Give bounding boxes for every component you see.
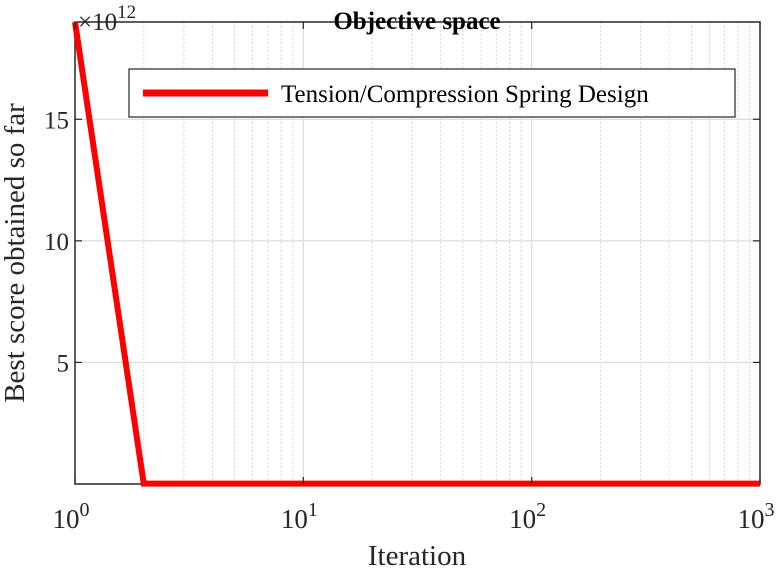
y-tick-label: 10 <box>44 229 69 256</box>
x-axis-ticks: 100 101 102 103 <box>53 22 775 534</box>
x-tick-base: 10 <box>281 504 308 534</box>
y-multiplier-base: ×10 <box>78 9 117 36</box>
series-line <box>72 21 760 487</box>
legend: Tension/Compression Spring Design <box>128 68 736 118</box>
x-tick-exponent: 0 <box>80 499 90 521</box>
x-tick-label: 102 <box>509 499 546 534</box>
x-tick-label: 103 <box>738 499 775 534</box>
legend-label: Tension/Compression Spring Design <box>281 81 649 108</box>
x-tick-label: 101 <box>281 499 318 534</box>
y-axis-label: Best score obtained so far <box>0 103 31 403</box>
x-tick-base: 10 <box>738 504 765 534</box>
x-tick-exponent: 2 <box>536 499 546 521</box>
y-multiplier-exp: 12 <box>117 2 136 23</box>
x-tick-base: 10 <box>53 504 80 534</box>
chart-title: Objective space <box>333 8 500 35</box>
y-axis-ticks: 5 10 15 <box>44 107 760 377</box>
x-tick-exponent: 1 <box>308 499 318 521</box>
x-tick-label: 100 <box>53 499 90 534</box>
y-tick-label: 5 <box>57 350 70 377</box>
y-axis-multiplier: ×1012 <box>78 2 136 36</box>
x-axis-label: Iteration <box>368 540 467 572</box>
y-tick-label: 15 <box>44 107 69 134</box>
series-layer <box>72 21 760 487</box>
x-tick-exponent: 3 <box>765 499 775 521</box>
x-tick-base: 10 <box>509 504 536 534</box>
